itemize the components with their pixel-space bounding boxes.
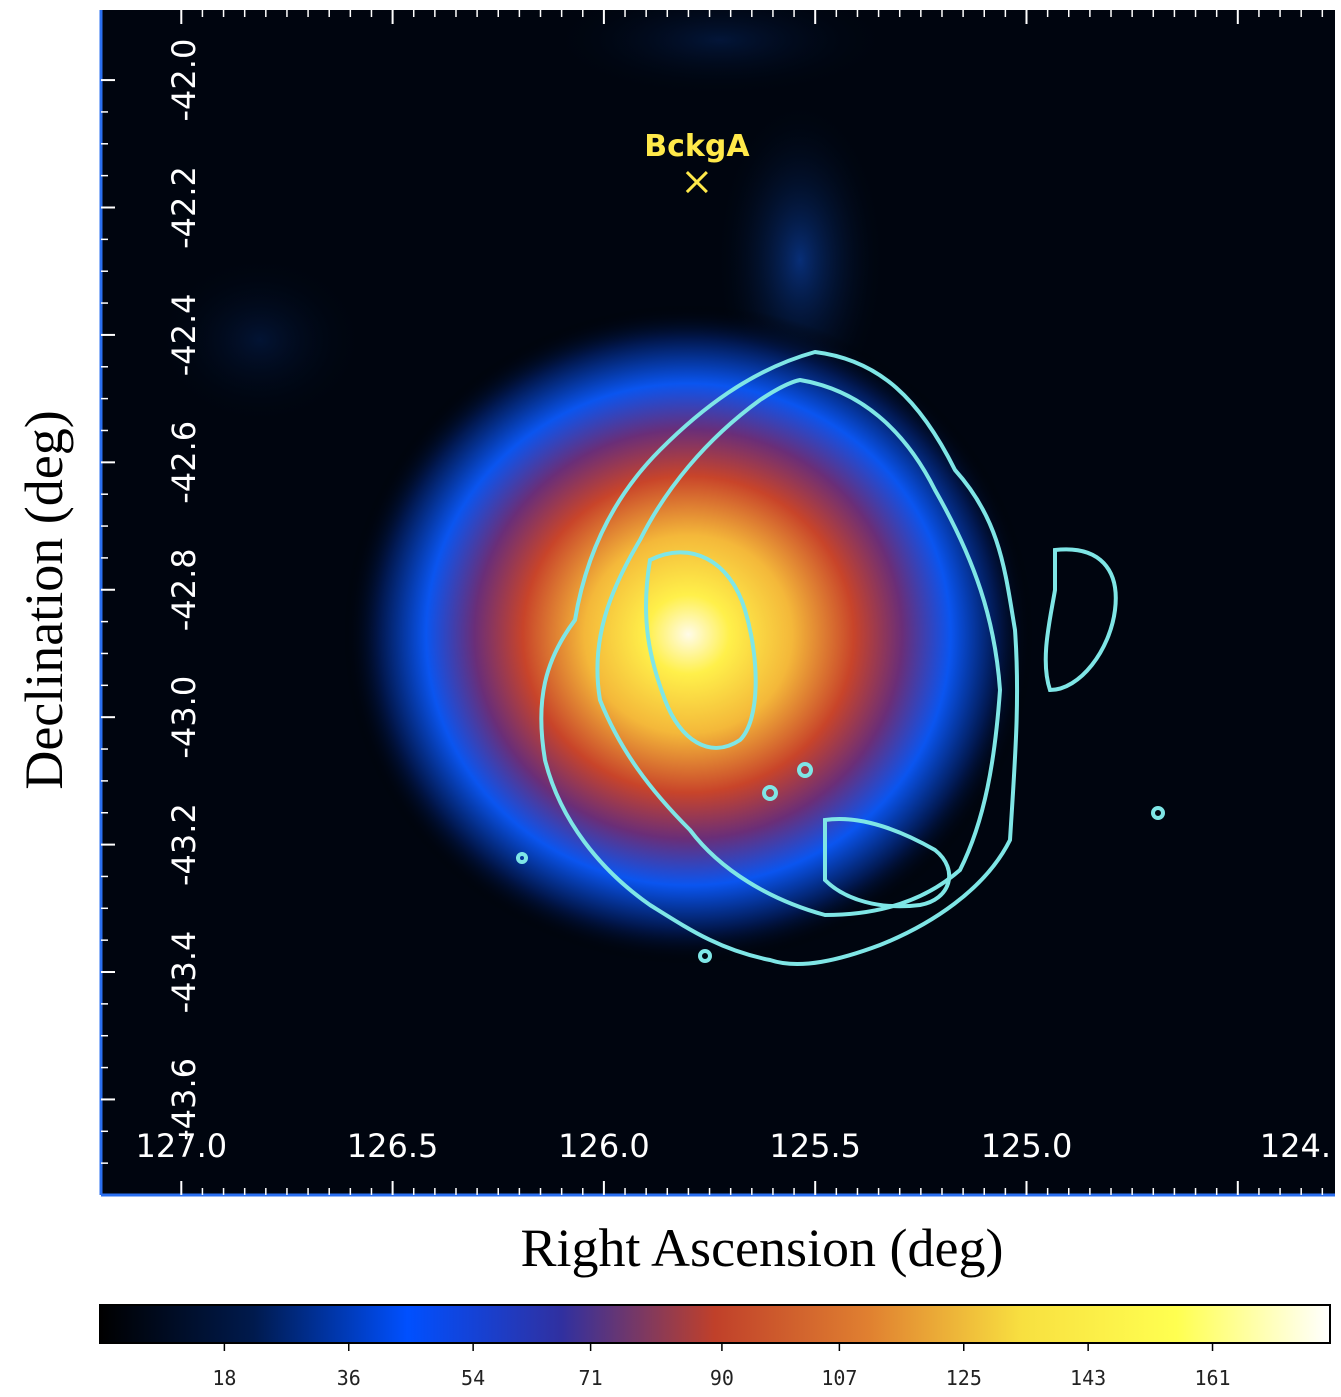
- radio-contours: [516, 349, 1165, 967]
- contour-knot-5: [516, 852, 528, 864]
- contour-outer: [539, 349, 1020, 967]
- colorbar-tick-label: 125: [946, 1366, 982, 1390]
- colorbar-scale: [99, 1304, 1331, 1344]
- annotation-marker: BckgA: [644, 129, 750, 194]
- colorbar: 18 36 54 71 90 107 125 143 161: [99, 1304, 1331, 1390]
- colorbar-tick-label: 18: [212, 1366, 236, 1390]
- x-marker-stroke: [685, 170, 708, 194]
- y-tick-label: -42.8: [165, 548, 203, 631]
- x-tick-labels: 127.0 126.5 126.0 125.5 125.0 124.: [135, 1127, 1331, 1165]
- colorbar-tick-label: 54: [461, 1366, 485, 1390]
- colorbar-ticks: [223, 1343, 1214, 1351]
- annotation-label: BckgA: [644, 129, 750, 164]
- contour-knot-2: [797, 762, 813, 778]
- colorbar-tick-label: 107: [821, 1366, 857, 1390]
- colorbar-tick-labels: 18 36 54 71 90 107 125 143 161: [212, 1366, 1230, 1390]
- contour-knot-4: [698, 949, 712, 963]
- y-tick-label: -42.0: [165, 39, 203, 122]
- background-glow: [150, 250, 370, 430]
- y-tick-label: -43.2: [165, 803, 203, 886]
- x-tick-label: 126.0: [558, 1127, 650, 1165]
- annotations: BckgA: [644, 129, 750, 194]
- y-tick-labels: -42.0 -42.2 -42.4 -42.6 -42.8 -43.0 -43.2 -43.4…: [165, 39, 203, 1141]
- plot-area: -42.0 -42.2 -42.4 -42.6 -42.8 -43.0 -43.2 -43.4…: [99, 10, 1335, 1197]
- x-tick-label: 125.0: [981, 1127, 1073, 1165]
- background-glow-north: [540, 10, 900, 100]
- contour-south-knots: [823, 817, 952, 909]
- y-axis-title: Declination (deg): [14, 410, 74, 789]
- x-axis-title: Right Ascension (deg): [521, 1218, 1004, 1278]
- y-tick-label: -42.4: [165, 294, 203, 377]
- y-tick-label: -42.6: [165, 421, 203, 504]
- contour-knot-3: [1151, 806, 1165, 820]
- x-tick-label: 125.5: [769, 1127, 861, 1165]
- contour-core: [644, 550, 758, 750]
- colorbar-tick-label: 36: [337, 1366, 361, 1390]
- colorbar-tick-label: 71: [579, 1366, 603, 1390]
- colorbar-tick-label: 143: [1070, 1366, 1106, 1390]
- tick-marks: [101, 10, 1324, 1195]
- x-tick-label: 126.5: [347, 1127, 439, 1165]
- y-tick-label: -43.0: [165, 676, 203, 759]
- x-tick-label: 124.: [1260, 1127, 1331, 1165]
- contour-inner: [595, 377, 1003, 918]
- y-tick-label: -43.6: [165, 1058, 203, 1141]
- contour-knot-1: [762, 785, 778, 801]
- colorbar-tick-label: 161: [1194, 1366, 1230, 1390]
- colorbar-tick-label: 90: [710, 1366, 734, 1390]
- y-tick-label: -43.4: [165, 931, 203, 1014]
- y-tick-label: -42.2: [165, 166, 203, 249]
- contour-west-arc: [1043, 547, 1118, 693]
- gamma-ray-emission: [343, 304, 1034, 965]
- x-tick-label: 127.0: [135, 1127, 227, 1165]
